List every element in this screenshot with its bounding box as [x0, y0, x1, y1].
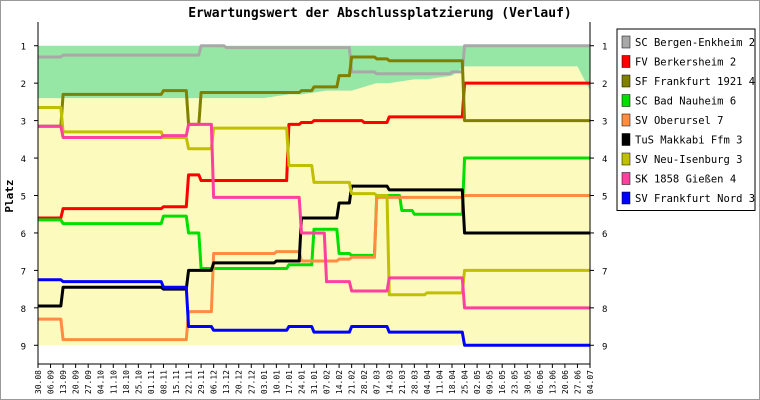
x-tick-label: 31.01: [310, 370, 319, 394]
legend-swatch: [621, 35, 631, 49]
x-tick-label: 30.05: [523, 370, 532, 394]
y-tick-label: 1: [21, 43, 26, 53]
x-tick-label: 04.07: [586, 370, 595, 394]
y-tick-label: 7: [21, 267, 26, 277]
legend-swatch: [621, 74, 631, 88]
series-line-8: [38, 122, 590, 310]
x-tick-label: 28.03: [410, 370, 419, 394]
series-line-6: [38, 184, 590, 308]
x-tick-label: 06.06: [536, 370, 545, 394]
y-tick-label-right: 5: [602, 193, 607, 203]
x-tick-label: 18.10: [122, 370, 131, 394]
legend-swatch: [621, 113, 631, 127]
series-line-9: [38, 278, 590, 347]
plot-series: [38, 44, 590, 347]
x-tick-label: 01.11: [147, 370, 156, 394]
legend-entry-label: SV Neu-Isenburg 3: [635, 154, 742, 166]
x-tick-label: 11.04: [435, 370, 444, 394]
y-tick-label-right: 7: [602, 267, 607, 277]
series-line-3: [38, 55, 590, 128]
x-tick-label: 04.10: [97, 370, 106, 394]
legend-swatch: [621, 172, 631, 185]
x-tick-label: 25.10: [134, 370, 143, 394]
x-tick-label: 23.05: [511, 370, 520, 394]
y-tick-label: 2: [21, 80, 26, 90]
x-tick-label: 20.06: [561, 370, 570, 394]
x-tick-label: 25.04: [461, 370, 470, 394]
x-tick-label: 27.12: [247, 370, 256, 394]
x-tick-label: 17.01: [285, 370, 294, 394]
series-line-4: [38, 156, 590, 271]
y-tick-label-right: 3: [602, 118, 607, 128]
y-tick-label: 6: [21, 230, 26, 240]
x-tick-label: 03.01: [260, 370, 269, 394]
y-tick-label-right: 6: [602, 230, 607, 240]
series-line-2: [38, 81, 590, 220]
legend-entry-label: SV Frankfurt Nord 3: [635, 193, 755, 205]
y-tick-label: 4: [21, 155, 26, 165]
band-yellow: [38, 66, 590, 346]
x-tick-label: 30.08: [34, 370, 43, 394]
legend-entry-label: FV Berkersheim 2: [635, 57, 736, 69]
x-tick-label: 04.04: [423, 370, 432, 394]
y-tick-label: 9: [21, 342, 26, 352]
legend-swatch: [621, 55, 631, 68]
y-tick-label-right: 8: [602, 305, 607, 315]
x-tick-label: 14.03: [385, 370, 394, 394]
legend-entry-label: SK 1858 Gießen 4: [635, 174, 736, 186]
x-tick-label: 21.02: [348, 370, 357, 394]
y-tick-label-right: 4: [602, 155, 607, 165]
x-tick-label: 09.05: [486, 370, 495, 394]
x-tick-label: 20.09: [72, 370, 81, 394]
y-axis-label: Platz: [3, 179, 16, 212]
chart-title: Erwartungswert der Abschlussplatzierung …: [188, 6, 572, 21]
y-tick-label: 8: [21, 305, 26, 315]
y-tick-label-right: 1: [602, 43, 607, 53]
x-tick-label: 13.12: [222, 370, 231, 394]
plot-axes: 1 12 23 34 45 56 67 78 89 930.08 06.09 13.09 20.09 27…: [21, 22, 607, 394]
x-tick-label: 07.02: [323, 370, 332, 394]
x-tick-label: 20.12: [235, 370, 244, 394]
x-tick-label: 15.11: [172, 370, 181, 394]
legend-entry-label: SF Frankfurt 1921 4: [635, 76, 755, 88]
y-tick-label-right: 9: [602, 342, 607, 352]
y-tick-label: 3: [21, 118, 26, 128]
x-tick-label: 22.11: [185, 370, 194, 394]
x-tick-label: 06.12: [210, 370, 219, 394]
series-line-7: [38, 106, 590, 297]
legend-swatch: [621, 94, 631, 107]
x-tick-label: 13.09: [59, 370, 68, 394]
x-tick-label: 24.01: [297, 370, 306, 394]
x-tick-label: 18.04: [448, 370, 457, 394]
x-tick-label: 13.06: [548, 370, 557, 394]
x-tick-label: 06.09: [47, 370, 56, 394]
legend-entry-label: SC Bergen-Enkheim 2: [635, 37, 755, 49]
legend-swatch: [621, 133, 631, 146]
x-tick-label: 14.02: [335, 370, 344, 394]
x-tick-label: 29.11: [197, 370, 206, 394]
y-tick-label-right: 2: [602, 80, 607, 90]
series-line-5: [38, 194, 590, 342]
legend-box: [616, 28, 756, 211]
legend-swatch: [621, 191, 631, 205]
x-tick-label: 27.09: [84, 370, 93, 394]
x-tick-label: 28.02: [360, 370, 369, 394]
x-tick-label: 08.11: [159, 370, 168, 394]
legend-entry-label: SC Bad Nauheim 6: [635, 96, 736, 108]
y-tick-label: 5: [21, 193, 26, 203]
x-tick-label: 11.10: [109, 370, 118, 394]
legend-swatch: [621, 152, 631, 166]
x-tick-label: 16.05: [498, 370, 507, 394]
band-green: [38, 45, 590, 99]
chart-legend: SC Bergen-Enkheim 2 FV Berkersheim 2 SF Fr…: [616, 28, 756, 211]
x-tick-label: 07.03: [373, 370, 382, 394]
x-tick-label: 10.01: [272, 370, 281, 394]
legend-entry-label: SV Oberursel 7: [635, 115, 724, 127]
legend-entry-label: TuS Makkabi Ffm 3: [635, 135, 742, 147]
x-tick-label: 21.03: [398, 370, 407, 394]
x-tick-label: 27.06: [573, 370, 582, 394]
x-tick-label: 02.05: [473, 370, 482, 394]
series-line-1: [38, 44, 590, 76]
